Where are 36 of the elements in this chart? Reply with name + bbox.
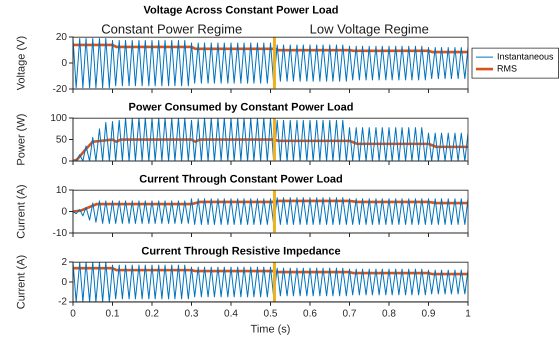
x-tick-label: 0.2 [145,308,160,320]
legend-label: RMS [497,64,517,74]
x-tick-label: 0.4 [224,308,238,320]
y-tick-label: -10 [52,228,68,239]
y-tick-label: 0 [61,156,68,167]
y-axis-title: Power (W) [16,114,28,166]
y-tick-label: 10 [56,184,68,196]
y-tick-label: 100 [50,112,68,124]
x-tick-label: 0.5 [264,308,278,320]
x-tick-label: 0.9 [422,308,436,320]
y-axis-title: Voltage (V) [16,36,28,90]
y-tick-label: 0 [61,58,68,69]
x-axis-title: Time (s) [250,323,290,336]
x-tick-label: 0.1 [106,308,120,320]
y-tick-label: 0 [61,276,68,288]
x-tick-label: 1 [465,308,472,320]
chart-title: Current Through Constant Power Load [139,174,343,186]
y-axis-title: Current (A) [16,254,28,310]
x-tick-label: 0.8 [382,308,396,320]
legend-label: Instantaneous [497,52,554,62]
text: Constant Power Regime [101,21,242,36]
y-axis-title: Current (A) [16,184,28,239]
y-tick-label: 50 [56,134,68,146]
text: Low Voltage Regime [310,21,429,36]
chart-title: Current Through Resistive Impedance [141,246,341,258]
chart-title: Power Consumed by Constant Power Load [128,102,354,114]
chart-title: Voltage Across Constant Power Load [144,4,338,17]
x-tick-label: 0.6 [303,308,318,320]
x-tick-label: 0.3 [184,308,199,320]
y-tick-label: 0 [61,206,68,218]
y-tick-label: -20 [52,84,68,95]
y-tick-label: -2 [58,296,68,308]
y-tick-label: 20 [56,32,68,43]
x-tick-label: 0.7 [342,308,357,320]
x-tick-label: 0 [70,308,76,320]
y-tick-label: 2 [61,256,68,268]
